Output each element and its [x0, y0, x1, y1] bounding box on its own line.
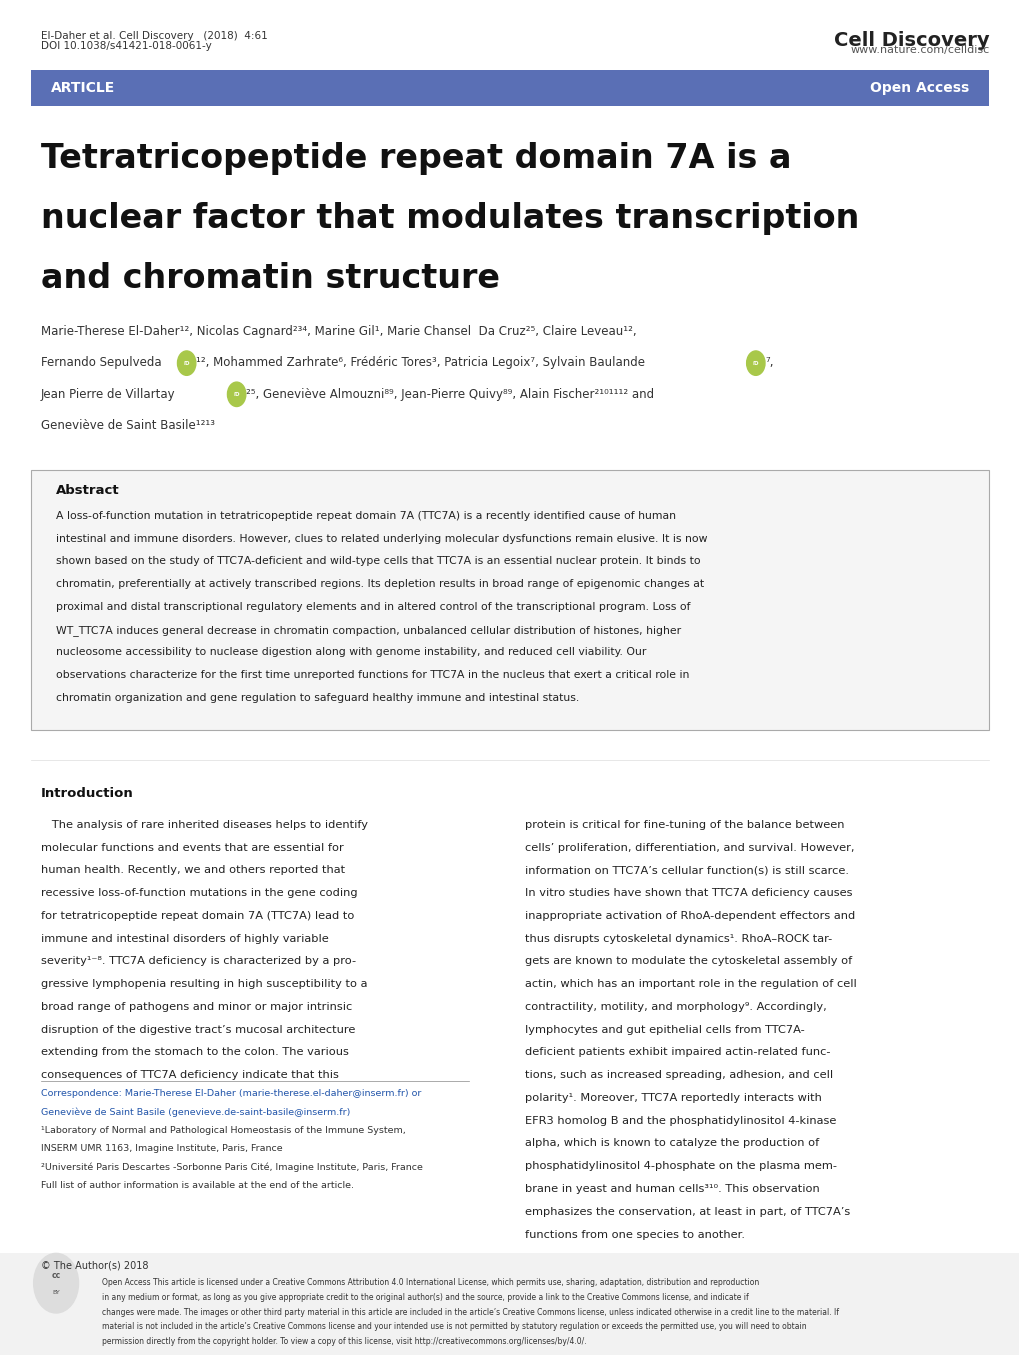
Text: chromatin organization and gene regulation to safeguard healthy immune and intes: chromatin organization and gene regulati… — [56, 692, 579, 703]
Text: permission directly from the copyright holder. To view a copy of this license, v: permission directly from the copyright h… — [102, 1337, 586, 1347]
Text: EFR3 homolog B and the phosphatidylinositol 4-kinase: EFR3 homolog B and the phosphatidylinosi… — [525, 1115, 836, 1126]
Text: gets are known to modulate the cytoskeletal assembly of: gets are known to modulate the cytoskele… — [525, 957, 852, 966]
Text: proximal and distal transcriptional regulatory elements and in altered control o: proximal and distal transcriptional regu… — [56, 602, 690, 612]
Circle shape — [227, 382, 246, 406]
Text: Correspondence: Marie-Therese El-Daher (marie-therese.el-daher@inserm.fr) or: Correspondence: Marie-Therese El-Daher (… — [41, 1089, 421, 1099]
Text: tions, such as increased spreading, adhesion, and cell: tions, such as increased spreading, adhe… — [525, 1070, 833, 1080]
Text: phosphatidylinositol 4-phosphate on the plasma mem-: phosphatidylinositol 4-phosphate on the … — [525, 1161, 837, 1171]
Text: ¹², Mohammed Zarhrate⁶, Frédéric Tores³, Patricia Legoix⁷, Sylvain Baulande: ¹², Mohammed Zarhrate⁶, Frédéric Tores³,… — [196, 356, 644, 370]
Text: ²Université Paris Descartes -Sorbonne Paris Cité, Imagine Institute, Paris, Fran: ²Université Paris Descartes -Sorbonne Pa… — [41, 1163, 422, 1172]
Text: intestinal and immune disorders. However, clues to related underlying molecular : intestinal and immune disorders. However… — [56, 534, 707, 543]
Text: molecular functions and events that are essential for: molecular functions and events that are … — [41, 843, 343, 852]
Text: ¹Laboratory of Normal and Pathological Homeostasis of the Immune System,: ¹Laboratory of Normal and Pathological H… — [41, 1126, 406, 1135]
Text: immune and intestinal disorders of highly variable: immune and intestinal disorders of highl… — [41, 934, 328, 943]
Circle shape — [177, 351, 196, 375]
Text: severity¹⁻⁸. TTC7A deficiency is characterized by a pro-: severity¹⁻⁸. TTC7A deficiency is charact… — [41, 957, 356, 966]
Text: Open Access: Open Access — [869, 81, 968, 95]
Text: in any medium or format, as long as you give appropriate credit to the original : in any medium or format, as long as you … — [102, 1293, 748, 1302]
Text: INSERM UMR 1163, Imagine Institute, Paris, France: INSERM UMR 1163, Imagine Institute, Pari… — [41, 1144, 282, 1153]
Text: observations characterize for the first time unreported functions for TTC7A in t: observations characterize for the first … — [56, 671, 689, 680]
Circle shape — [34, 1253, 78, 1313]
Text: ²⁵, Geneviève Almouzni⁸⁹, Jean-Pierre Quivy⁸⁹, Alain Fischer²¹⁰¹¹¹² and: ²⁵, Geneviève Almouzni⁸⁹, Jean-Pierre Qu… — [246, 388, 653, 401]
Text: nucleosome accessibility to nuclease digestion along with genome instability, an: nucleosome accessibility to nuclease dig… — [56, 648, 646, 657]
Text: shown based on the study of TTC7A-deficient and wild-type cells that TTC7A is an: shown based on the study of TTC7A-defici… — [56, 557, 700, 566]
Text: Tetratricopeptide repeat domain 7A is a: Tetratricopeptide repeat domain 7A is a — [41, 142, 791, 175]
Text: recessive loss-of-function mutations in the gene coding: recessive loss-of-function mutations in … — [41, 888, 357, 898]
Text: Introduction: Introduction — [41, 787, 133, 801]
Text: chromatin, preferentially at actively transcribed regions. Its depletion results: chromatin, preferentially at actively tr… — [56, 579, 703, 589]
Text: Jean Pierre de Villartay: Jean Pierre de Villartay — [41, 388, 175, 401]
Text: Geneviève de Saint Basile¹²¹³: Geneviève de Saint Basile¹²¹³ — [41, 419, 215, 432]
Text: iD: iD — [752, 360, 758, 366]
Circle shape — [746, 351, 764, 375]
Text: Geneviève de Saint Basile (genevieve.de-saint-basile@inserm.fr): Geneviève de Saint Basile (genevieve.de-… — [41, 1108, 350, 1118]
Text: El-Daher et al. Cell Discovery   (2018)  4:61: El-Daher et al. Cell Discovery (2018) 4:… — [41, 31, 267, 41]
Text: www.nature.com/celldisc: www.nature.com/celldisc — [849, 45, 988, 54]
Text: material is not included in the article’s Creative Commons license and your inte: material is not included in the article’… — [102, 1322, 806, 1332]
Text: lymphocytes and gut epithelial cells from TTC7A-: lymphocytes and gut epithelial cells fro… — [525, 1024, 804, 1035]
Text: BY: BY — [52, 1290, 60, 1295]
Text: extending from the stomach to the colon. The various: extending from the stomach to the colon.… — [41, 1047, 348, 1057]
Text: emphasizes the conservation, at least in part, of TTC7A’s: emphasizes the conservation, at least in… — [525, 1207, 850, 1217]
Text: alpha, which is known to catalyze the production of: alpha, which is known to catalyze the pr… — [525, 1138, 818, 1149]
Text: cells’ proliferation, differentiation, and survival. However,: cells’ proliferation, differentiation, a… — [525, 843, 854, 852]
Text: actin, which has an important role in the regulation of cell: actin, which has an important role in th… — [525, 980, 856, 989]
Text: DOI 10.1038/s41421-018-0061-y: DOI 10.1038/s41421-018-0061-y — [41, 41, 211, 50]
Text: human health. Recently, we and others reported that: human health. Recently, we and others re… — [41, 866, 344, 875]
Text: functions from one species to another.: functions from one species to another. — [525, 1229, 745, 1240]
Text: protein is critical for fine-tuning of the balance between: protein is critical for fine-tuning of t… — [525, 820, 844, 829]
Text: brane in yeast and human cells³¹⁰. This observation: brane in yeast and human cells³¹⁰. This … — [525, 1184, 819, 1194]
Text: The analysis of rare inherited diseases helps to identify: The analysis of rare inherited diseases … — [41, 820, 368, 829]
Text: consequences of TTC7A deficiency indicate that this: consequences of TTC7A deficiency indicat… — [41, 1070, 338, 1080]
Text: information on TTC7A’s cellular function(s) is still scarce.: information on TTC7A’s cellular function… — [525, 866, 849, 875]
Text: © The Author(s) 2018: © The Author(s) 2018 — [41, 1260, 148, 1270]
Text: iD: iD — [183, 360, 190, 366]
Text: iD: iD — [233, 392, 239, 397]
FancyBboxPatch shape — [31, 470, 988, 730]
Text: gressive lymphopenia resulting in high susceptibility to a: gressive lymphopenia resulting in high s… — [41, 980, 367, 989]
Text: contractility, motility, and morphology⁹. Accordingly,: contractility, motility, and morphology⁹… — [525, 1001, 826, 1012]
Text: In vitro studies have shown that TTC7A deficiency causes: In vitro studies have shown that TTC7A d… — [525, 888, 852, 898]
Text: polarity¹. Moreover, TTC7A reportedly interacts with: polarity¹. Moreover, TTC7A reportedly in… — [525, 1093, 821, 1103]
Text: changes were made. The images or other third party material in this article are : changes were made. The images or other t… — [102, 1308, 839, 1317]
Text: A loss-of-function mutation in tetratricopeptide repeat domain 7A (TTC7A) is a r: A loss-of-function mutation in tetratric… — [56, 511, 676, 520]
Text: Full list of author information is available at the end of the article.: Full list of author information is avail… — [41, 1180, 354, 1190]
Text: Abstract: Abstract — [56, 484, 119, 497]
Text: Open Access This article is licensed under a Creative Commons Attribution 4.0 In: Open Access This article is licensed und… — [102, 1278, 758, 1287]
Text: for tetratricopeptide repeat domain 7A (TTC7A) lead to: for tetratricopeptide repeat domain 7A (… — [41, 911, 354, 921]
Text: disruption of the digestive tract’s mucosal architecture: disruption of the digestive tract’s muco… — [41, 1024, 355, 1035]
Text: deficient patients exhibit impaired actin-related func-: deficient patients exhibit impaired acti… — [525, 1047, 830, 1057]
Text: WT_TTC7A induces general decrease in chromatin compaction, unbalanced cellular d: WT_TTC7A induces general decrease in chr… — [56, 625, 681, 635]
Text: cc: cc — [51, 1271, 61, 1279]
Text: Marie-Therese El-Daher¹², Nicolas Cagnard²³⁴, Marine Gil¹, Marie Chansel  Da Cru: Marie-Therese El-Daher¹², Nicolas Cagnar… — [41, 325, 636, 339]
Text: Fernando Sepulveda: Fernando Sepulveda — [41, 356, 161, 370]
FancyBboxPatch shape — [0, 1253, 1019, 1355]
Text: Cell Discovery: Cell Discovery — [833, 31, 988, 50]
Text: thus disrupts cytoskeletal dynamics¹. RhoA–ROCK tar-: thus disrupts cytoskeletal dynamics¹. Rh… — [525, 934, 832, 943]
Text: inappropriate activation of RhoA-dependent effectors and: inappropriate activation of RhoA-depende… — [525, 911, 855, 921]
Text: broad range of pathogens and minor or major intrinsic: broad range of pathogens and minor or ma… — [41, 1001, 352, 1012]
Text: ARTICLE: ARTICLE — [51, 81, 115, 95]
Text: and chromatin structure: and chromatin structure — [41, 262, 499, 294]
FancyBboxPatch shape — [31, 70, 988, 106]
Text: nuclear factor that modulates transcription: nuclear factor that modulates transcript… — [41, 202, 858, 234]
Text: ⁷,: ⁷, — [764, 356, 772, 370]
